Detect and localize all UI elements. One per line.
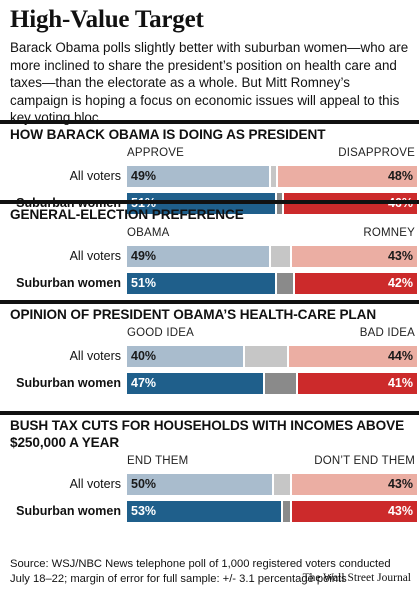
bar-undecided-segment	[274, 474, 291, 495]
left-category-header: END THEM	[127, 455, 189, 467]
left-value-label: 53%	[131, 504, 157, 518]
source-note: Source: WSJ/NBC News telephone poll of 1…	[10, 558, 391, 585]
right-category-header: ROMNEY	[363, 227, 415, 239]
right-value-label: 43%	[387, 477, 413, 491]
bar-row-all-voters: All voters 50% 43%	[0, 474, 419, 495]
bar-right-segment	[292, 474, 417, 495]
bar-right-segment	[289, 346, 417, 367]
bar-undecided-segment	[276, 273, 294, 294]
bar-right-segment	[277, 166, 417, 187]
row-label: Suburban women	[16, 376, 121, 390]
panel-title: HOW BARACK OBAMA IS DOING AS PRESIDENT	[10, 127, 326, 142]
bar-right-segment	[295, 273, 417, 294]
bar-row-suburban-women: Suburban women 47% 41%	[0, 373, 419, 394]
right-value-label: 43%	[387, 504, 413, 518]
bar-right-segment	[298, 373, 417, 394]
row-label: All voters	[69, 249, 121, 263]
right-value-label: 42%	[387, 276, 413, 290]
right-value-label: 48%	[387, 169, 413, 183]
intro-text: Barack Obama polls slightly better with …	[10, 40, 409, 125]
bar-row-all-voters: All voters 40% 44%	[0, 346, 419, 367]
row-label: All voters	[69, 349, 121, 363]
panel-rule	[0, 411, 419, 415]
bar-undecided-segment	[282, 501, 291, 522]
left-value-label: 50%	[131, 477, 157, 491]
right-category-header: BAD IDEA	[359, 327, 415, 339]
left-value-label: 47%	[131, 376, 157, 390]
bar-left-segment	[127, 346, 243, 367]
bar-row-suburban-women: Suburban women 53% 43%	[0, 501, 419, 522]
panel-rule	[0, 120, 419, 124]
row-label: Suburban women	[16, 276, 121, 290]
left-value-label: 40%	[131, 349, 157, 363]
bar-undecided-segment	[271, 166, 276, 187]
bar-row-all-voters: All voters 49% 43%	[0, 246, 419, 267]
chart-title: High-Value Target	[10, 6, 204, 33]
bar-undecided-segment	[265, 373, 297, 394]
left-value-label: 49%	[131, 169, 157, 183]
bar-left-segment	[127, 501, 281, 522]
bar-left-segment	[127, 273, 275, 294]
right-value-label: 43%	[387, 249, 413, 263]
panel-title: BUSH TAX CUTS FOR HOUSEHOLDS WITH INCOME…	[10, 418, 405, 450]
panel-rule	[0, 200, 419, 204]
right-value-label: 44%	[387, 349, 413, 363]
right-category-header: DON’T END THEM	[314, 455, 415, 467]
left-category-header: OBAMA	[127, 227, 170, 239]
row-label: All voters	[69, 169, 121, 183]
bar-right-segment	[292, 246, 417, 267]
bar-left-segment	[127, 166, 270, 187]
bar-undecided-segment	[271, 246, 291, 267]
panel-title: GENERAL-ELECTION PREFERENCE	[10, 207, 244, 222]
row-label: All voters	[69, 477, 121, 491]
bar-left-segment	[127, 246, 270, 267]
right-value-label: 41%	[387, 376, 413, 390]
bar-right-segment	[292, 501, 417, 522]
bar-left-segment	[127, 474, 272, 495]
right-category-header: DISAPPROVE	[338, 147, 415, 159]
bar-left-segment	[127, 373, 264, 394]
left-value-label: 51%	[131, 276, 157, 290]
publication-credit: The Wall Street Journal	[302, 572, 411, 584]
row-label: Suburban women	[16, 504, 121, 518]
left-category-header: GOOD IDEA	[127, 327, 194, 339]
panel-rule	[0, 300, 419, 304]
bar-row-suburban-women: Suburban women 51% 42%	[0, 273, 419, 294]
panel-title: OPINION OF PRESIDENT OBAMA’S HEALTH-CARE…	[10, 307, 377, 322]
left-category-header: APPROVE	[127, 147, 185, 159]
bar-undecided-segment	[245, 346, 288, 367]
left-value-label: 49%	[131, 249, 157, 263]
bar-row-all-voters: All voters 49% 48%	[0, 166, 419, 187]
